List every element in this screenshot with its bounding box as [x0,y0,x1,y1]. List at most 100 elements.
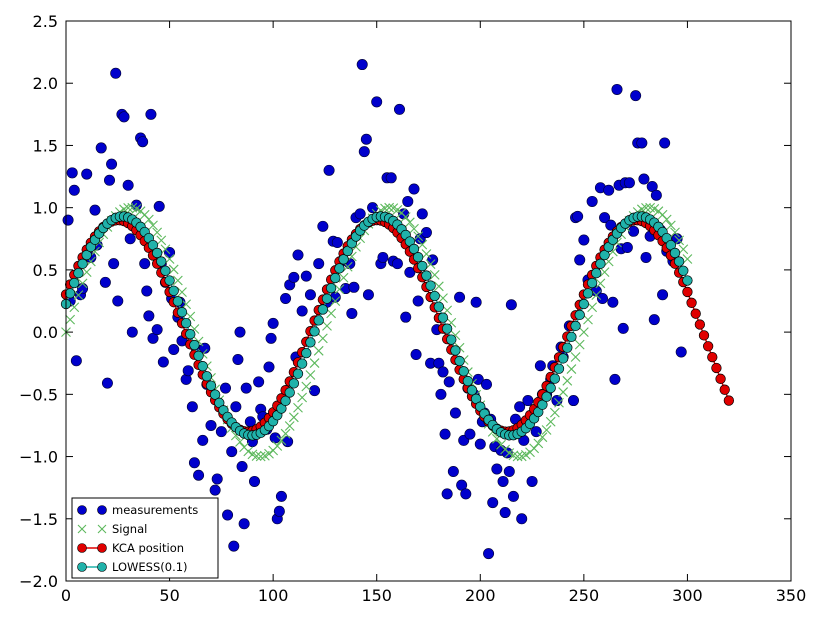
lowess-point [450,345,461,356]
signal-marker [400,212,411,222]
signal-marker [529,443,540,454]
signal-marker [251,451,262,461]
measurement-point [273,505,285,517]
signal-marker [172,275,183,286]
measurement-point [226,446,238,458]
measurement-point [483,548,495,560]
lowess-point [673,256,685,267]
kca-point [707,351,718,363]
measurement-point [367,202,379,214]
measurement-point [574,254,586,266]
measurement-point [534,360,546,372]
legend-entry: measurements [77,503,198,517]
signal-marker [123,203,134,213]
measurement-point [240,382,252,394]
lowess-point [417,260,428,272]
signal-marker [512,451,523,462]
measurement-point [139,258,151,270]
measurement-point [385,172,397,184]
measurement-point [265,332,277,344]
legend-entry: KCA position [77,541,184,555]
legend-marker [77,562,87,572]
measurement-point [505,299,517,311]
signal-marker [554,397,564,408]
signal-marker [404,217,415,228]
measurement-point [487,497,499,509]
measurement-point [222,509,234,521]
measurement-point [238,518,250,530]
lowess-point [595,258,606,269]
legend-label: KCA position [112,541,184,555]
signal-marker [264,448,274,459]
measurement-point [617,322,629,334]
lowess-point [330,272,341,284]
legend-marker [97,543,107,553]
measurement-point [454,291,466,303]
signal-marker [384,202,395,213]
signal-marker [409,223,419,234]
measurement-point [236,461,248,473]
lowess-point [160,265,171,276]
lowess-point [189,339,200,351]
measurement-point [168,344,180,356]
lowess-point [313,315,324,326]
signal-marker [574,339,585,350]
measurement-point [460,488,472,500]
measurement-point [232,353,244,365]
kca-point [702,341,714,352]
measurement-point [267,317,279,329]
legend-label: Signal [112,522,147,536]
measurement-point [650,189,662,201]
measurement-point [480,378,492,390]
lowess-point [578,298,590,310]
lowess-point [321,293,333,304]
measurement-point [193,469,205,481]
measurement-point [197,434,209,446]
measurement-point [437,366,449,378]
signal-marker [433,281,444,292]
lowess-point [562,342,573,353]
measurement-point [578,234,590,246]
signal-marker [317,333,328,344]
signal-marker [168,264,179,275]
lowess-point [209,389,221,400]
lowess-point [164,275,175,286]
measurement-point [304,289,316,301]
signal-marker [77,278,88,289]
kca-point [723,395,735,406]
lowess-point [682,275,693,286]
measurement-point [122,179,134,191]
y-tick-label: −1.5 [19,510,58,529]
measurement-point [572,210,584,222]
lowess-point [168,285,179,296]
signal-marker [326,308,337,319]
signal-marker [392,204,403,215]
measurement-point [522,395,534,407]
measurement-point [253,376,265,388]
measurement-point [66,167,78,179]
measurement-point [108,258,120,270]
measurement-point [188,457,200,469]
measurement-point [81,168,93,180]
signal-marker [587,302,598,313]
lowess-point [570,320,581,332]
signal-marker [255,451,266,462]
lowess-point [582,288,594,299]
measurement-point [124,233,136,245]
y-tick-label: 0.5 [33,261,58,280]
measurement-point [89,204,101,216]
measurement-point [62,214,74,226]
signal-marker [549,407,560,418]
measurement-point [621,241,633,253]
signal-marker [338,272,349,283]
kca-point [694,319,706,330]
signal-marker [438,293,448,304]
signal-marker [674,235,685,246]
measurement-point [228,540,240,552]
signal-marker [164,254,175,264]
measurement-point [99,276,111,288]
measurement-point [137,136,149,148]
measurement-point [472,373,484,385]
x-tick-label: 150 [361,586,392,605]
legend: measurements Signal KCA position LOWESS(0.1… [71,497,219,579]
